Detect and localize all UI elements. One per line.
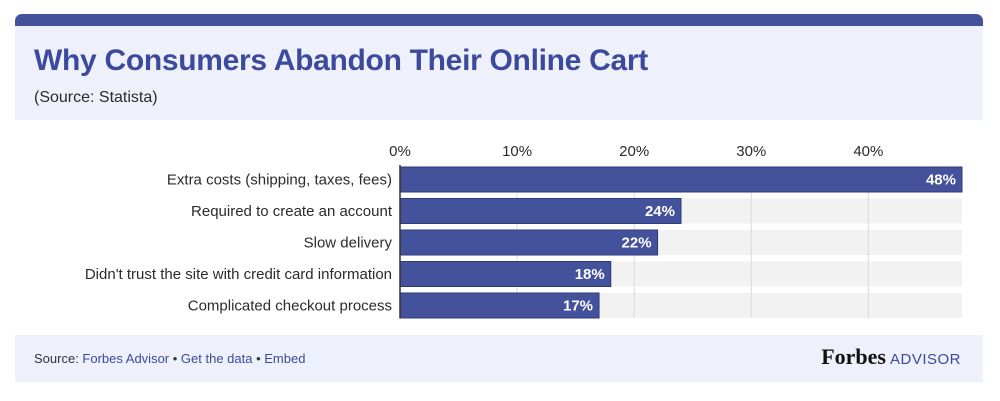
forbes-advisor-logo: Forbes ADVISOR xyxy=(821,344,961,370)
category-label: Complicated checkout process xyxy=(188,298,392,315)
data-label: 48% xyxy=(926,172,956,189)
subtitle: (Source: Statista) xyxy=(34,89,158,106)
data-label: 17% xyxy=(563,298,593,315)
get-data-link[interactable]: Get the data xyxy=(180,351,253,366)
brand-name: Forbes xyxy=(821,344,886,369)
bar xyxy=(399,261,612,287)
bar xyxy=(399,198,682,224)
category-label: Required to create an account xyxy=(191,203,393,220)
data-label: 18% xyxy=(575,266,605,283)
category-label: Slow delivery xyxy=(304,235,393,252)
x-tick-label: 0% xyxy=(389,143,411,160)
bar xyxy=(399,292,600,319)
top-accent-bar xyxy=(15,14,983,28)
category-label: Extra costs (shipping, taxes, fees) xyxy=(167,172,392,189)
chart-footer: Source: Forbes Advisor • Get the data • … xyxy=(15,335,983,382)
x-tick-label: 20% xyxy=(619,143,649,160)
separator: • xyxy=(169,351,181,366)
bar-chart: 0% 10% 20% 30% 40% Extra costs (shipping, tax… xyxy=(0,120,1000,335)
x-tick-label: 30% xyxy=(736,143,766,160)
chart-header: Why Consumers Abandon Their Online Cart … xyxy=(15,26,983,120)
brand-suffix: ADVISOR xyxy=(889,351,961,368)
data-label: 22% xyxy=(622,235,652,252)
source-line: Source: Forbes Advisor • Get the data • … xyxy=(34,351,305,366)
x-tick-label: 40% xyxy=(853,143,883,160)
embed-link[interactable]: Embed xyxy=(264,351,306,366)
x-tick-label: 10% xyxy=(502,143,532,160)
bar xyxy=(399,166,963,193)
separator: • xyxy=(252,351,265,366)
source-link[interactable]: Forbes Advisor xyxy=(82,351,170,366)
bar xyxy=(399,229,659,256)
category-label: Didn't trust the site with credit card i… xyxy=(85,266,392,283)
page-title: Why Consumers Abandon Their Online Cart xyxy=(34,44,648,77)
chart-svg: 0% 10% 20% 30% 40% Extra costs (shipping, tax… xyxy=(85,143,963,319)
source-prefix: Source: xyxy=(34,351,83,366)
data-label: 24% xyxy=(645,203,675,220)
